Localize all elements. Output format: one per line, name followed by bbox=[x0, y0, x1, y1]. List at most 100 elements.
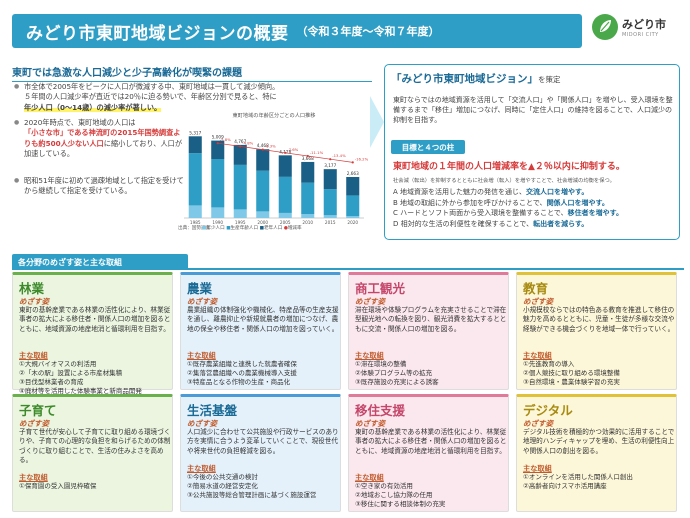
page-period: （令和３年度～令和７年度） bbox=[296, 25, 440, 38]
chart-x-label: 1990 bbox=[212, 220, 223, 225]
vision-name: みどり市東町地域ビジョン bbox=[401, 73, 528, 85]
chart-bar bbox=[301, 161, 315, 183]
chart-bar bbox=[323, 215, 337, 218]
chart-bar bbox=[301, 182, 315, 215]
pillar-em: 交流人口を増やす。 bbox=[526, 188, 589, 196]
card-subtitle: めざす姿 bbox=[187, 419, 217, 428]
card-label: 主な取組 bbox=[19, 351, 48, 360]
card-items: ①滞在環境の整備 ②体験プログラム等の拡充 ③既存施設の充実による誘客 bbox=[355, 360, 507, 387]
card-forestry: 林業 めざす姿 東町の基幹産業である林業の活性化により、林業従事者の拡大による移… bbox=[12, 272, 173, 395]
card-item: ①先進教育の導入 bbox=[523, 360, 575, 368]
pillar-item: A 地域資源を活用した魅力の発信を通じ、交流人口を増やす。 bbox=[393, 187, 677, 198]
card-description: デジタル技術を積極的かつ効果的に活用することで地理的ハンディキャップを埋め、生活… bbox=[523, 428, 675, 455]
chart-rate-point bbox=[261, 148, 264, 151]
chart-title: 東町地域の年齢区分ごとの人口推移 bbox=[232, 113, 316, 119]
pillar-text: ハードとソフト両面から受入環境を整備することで、 bbox=[400, 209, 568, 217]
card-item: ①空き家の有効活用 bbox=[355, 482, 413, 490]
chart-rate-label: -7.6% bbox=[287, 147, 298, 152]
chart-rate-label: -5.8% bbox=[220, 137, 231, 142]
section-divider bbox=[12, 268, 684, 270]
chart-rate-label: -11.1% bbox=[310, 150, 324, 155]
chart-bar bbox=[278, 212, 292, 218]
card-subtitle: めざす姿 bbox=[187, 297, 217, 306]
card-education: 教育 めざす姿 小規模校ならではの特色ある教育を推進して移住の魅力を高めるととも… bbox=[516, 272, 677, 390]
chart-bar bbox=[256, 170, 270, 212]
pillar-key: B bbox=[393, 198, 398, 207]
card-childcare: 子育て めざす姿 子育て世代が安心して子育てに取り組める環境づくりや、子育ての心… bbox=[12, 394, 173, 512]
chart-total-label: 5,317 bbox=[189, 130, 201, 135]
issue-highlight: 年少人口（0～14歳）の減少率が著しい。 bbox=[24, 102, 162, 112]
issue-bullet-2: 2020年時点で、東町地域の人口は 「小さな市」である神流町の2015年国勢調査… bbox=[14, 118, 184, 160]
card-agriculture: 農業 めざす姿 農業組織の体制強化や機械化、特産品等の生産支援を通し、離農抑止や… bbox=[180, 272, 341, 390]
card-title: 教育 bbox=[523, 281, 549, 296]
chart-bar bbox=[233, 164, 247, 210]
card-item: ①既存農業組織と連携した就農者確保 bbox=[187, 360, 297, 368]
card-item: ④廃材等を活用した体験事業と新商品開発 bbox=[19, 387, 142, 395]
issue-text: 昭和51年度に初めて過疎地域として指定を受けてから継続して指定を bbox=[24, 176, 184, 196]
card-commerce-tourism: 商工観光 めざす姿 滞在環境や体験プログラムを充実させることで滞在型観光地への転… bbox=[348, 272, 509, 390]
chart-rate-point bbox=[284, 151, 287, 154]
card-living-infra: 生活基盤 めざす姿 人口減少に合わせて公共施設や行政サービスのあり方を実情に合う… bbox=[180, 394, 341, 512]
chart-total-label: 3,177 bbox=[324, 163, 336, 168]
card-items: ①先進教育の導入 ②個人競技に取り組める環境整備 ③自然環境・農業体験学習の充実 bbox=[523, 360, 675, 387]
issue-text: ５年間の人口減少率が直近では20％に迫る勢いで、年齢区分別で見ると、特に bbox=[24, 92, 277, 102]
issue-text: 市全体で2005年をピークに人口が微減する中、東町地域は一貫して減少傾向。 bbox=[24, 82, 280, 91]
card-item: ②個人競技に取り組める環境整備 bbox=[523, 369, 620, 377]
vision-quote: 」 bbox=[527, 73, 539, 85]
card-items: ①保育園の受入園児枠確保 bbox=[19, 482, 171, 491]
chart-rate-label: -13.4% bbox=[332, 153, 346, 158]
chart-x-label: 2005 bbox=[280, 220, 291, 225]
pillar-item: C ハードとソフト両面から受入環境を整備することで、移住者を増やす。 bbox=[393, 208, 677, 219]
leaf-icon bbox=[592, 14, 618, 40]
pillar-item: D 相対的な生活の利便性を確保することで、転出者を減らす。 bbox=[393, 219, 677, 230]
card-items: ①今後の公共交通の検討 ②簡易水道の経営安定化 ③公共施設等総合管理計画に基づく… bbox=[187, 473, 339, 500]
vision-title: 「みどり市東町地域ビジョン」を策定 bbox=[391, 71, 561, 86]
card-item: ①オンラインを活用した関係人口創出 bbox=[523, 473, 633, 481]
card-label: 主な取組 bbox=[19, 473, 48, 482]
chart-svg: 5,317 1985 5,009 1990 -5.8% 4,767 1995 -4.8% 4,4… bbox=[184, 130, 369, 225]
issue-text: 2020年時点で、東町地域の人口は bbox=[24, 118, 136, 127]
chart-legend: ■年少人口 ■生産年齢人口 ■老年人口 ●増減率 bbox=[202, 226, 302, 231]
card-label: 主な取組 bbox=[355, 351, 384, 360]
vision-box: 「みどり市東町地域ビジョン」を策定 東町ならではの地域資源を活用して「交流人口」… bbox=[384, 64, 680, 240]
card-description: 子育て世代が安心して子育てに取り組める環境づくりや、子育ての心理的な負担を和らげ… bbox=[19, 428, 171, 464]
arrow-icon bbox=[370, 96, 384, 148]
chart-rate-point bbox=[351, 161, 354, 164]
issue-text: 受けている。 bbox=[88, 186, 132, 196]
pillar-list: A 地域資源を活用した魅力の発信を通じ、交流人口を増やす。 B 地域の取組に外か… bbox=[393, 187, 677, 229]
chart-x-label: 2015 bbox=[325, 220, 336, 225]
card-item: ①大規バイオマスの利活用 bbox=[19, 360, 97, 368]
chart-total-label: 4,767 bbox=[234, 139, 246, 144]
chart-rate-label: -16.2% bbox=[355, 156, 369, 161]
pillar-key: A bbox=[393, 188, 398, 196]
pillar-item: B 地域の取組に外から参加を呼びかけることで、関係人口を増やす。 bbox=[393, 198, 677, 209]
population-chart: 東町地域の年齢区分ごとの人口推移 5,317 1985 5,009 1990 -5.8%… bbox=[178, 112, 370, 232]
card-item: ③目伐型林業者の育成 bbox=[19, 378, 84, 386]
section-tag: 各分野のめざす姿と主な取組 bbox=[12, 254, 188, 270]
card-subtitle: めざす姿 bbox=[19, 419, 49, 428]
goal-text: 東町地域の１年間の人口増減率を▲２％以内に抑制する。 bbox=[393, 162, 625, 172]
card-item: ②集落営農組織への農業機械導入支援 bbox=[187, 369, 297, 377]
chart-bar bbox=[256, 149, 270, 171]
card-item: ②「木の駅」設置による市産材集積 bbox=[19, 369, 123, 377]
pillar-em: 関係人口を増やす。 bbox=[546, 198, 609, 207]
pillar-text: 地域資源を活用した魅力の発信を通じ、 bbox=[400, 188, 527, 196]
title-bar: みどり市東町地域ビジョンの概要 （令和３年度～令和７年度） bbox=[12, 14, 582, 48]
chart-bar bbox=[323, 189, 337, 216]
card-title: 林業 bbox=[19, 281, 45, 296]
card-item: ②体験プログラム等の拡充 bbox=[355, 369, 433, 377]
chart-bar bbox=[211, 159, 225, 208]
chart-bar bbox=[346, 216, 360, 218]
card-label: 主な取組 bbox=[187, 464, 216, 473]
card-migration: 移住支援 めざす姿 東町の基幹産業である林業の活性化により、林業従事者の拡大によ… bbox=[348, 394, 509, 512]
card-description: 小規模校ならではの特色ある教育を推進して移住の魅力を高めるとともに、児童・生徒が… bbox=[523, 306, 675, 333]
chart-x-label: 1985 bbox=[190, 220, 201, 225]
chart-bar bbox=[188, 153, 202, 206]
pillar-text: 相対的な生活の利便性を確保することで、 bbox=[400, 219, 534, 228]
vision-text: 東町ならではの地域資源を活用して「交流人口」や「関係人口」を増やし、受入環境を整… bbox=[393, 96, 673, 124]
card-subtitle: めざす姿 bbox=[355, 297, 385, 306]
issue-text: に縮小しており、人口が加速している。 bbox=[24, 138, 183, 159]
card-label: 主な取組 bbox=[523, 351, 552, 360]
card-label: 主な取組 bbox=[187, 351, 216, 360]
pillar-em: 転出者を減らす。 bbox=[533, 219, 589, 228]
